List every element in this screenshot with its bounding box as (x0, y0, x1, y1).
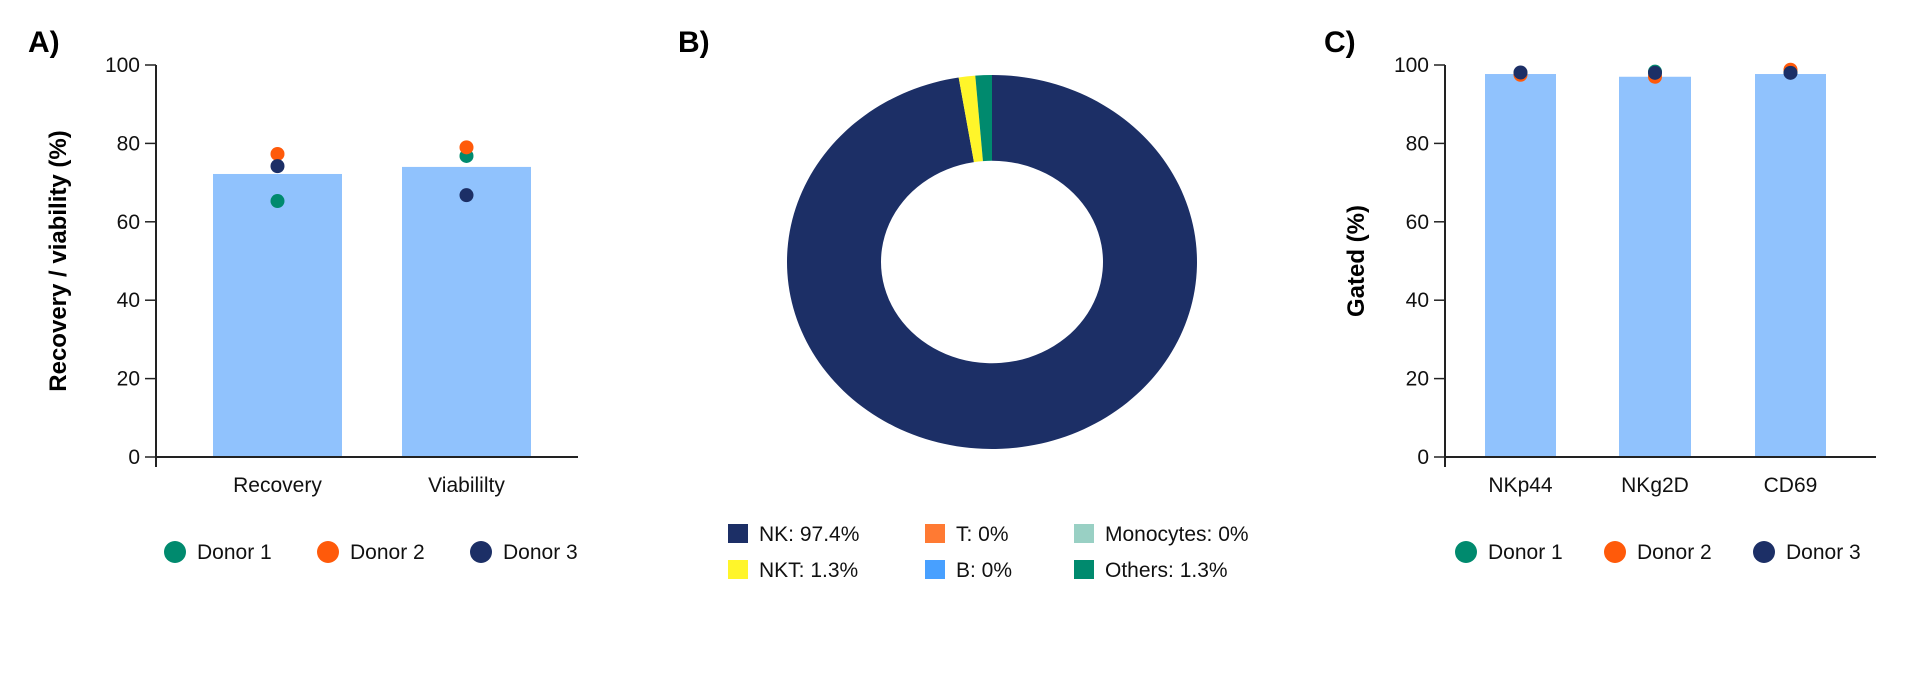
bar-nkg2d (1619, 76, 1691, 457)
y-tick-label: 100 (1394, 54, 1429, 77)
chart-panel-b: B) NK: 97.4% T: 0% Monocytes: 0% NKT: 1.3% B:… (678, 26, 1249, 582)
panel-label: A) (28, 26, 60, 59)
legend-swatch-icon (925, 560, 945, 579)
y-axis-title: Recovery / viability (%) (45, 130, 72, 391)
legend-label: NK: 97.4% (759, 523, 859, 546)
y-tick-label: 0 (128, 446, 140, 469)
legend-marker-icon (317, 541, 339, 563)
data-point-donor-3 (1648, 65, 1662, 80)
data-point-donor-3 (1783, 65, 1798, 80)
bar-viabililty (402, 166, 531, 458)
legend-label: NKT: 1.3% (759, 559, 858, 582)
data-point-donor-1 (270, 194, 285, 209)
data-point-donor-3 (1513, 65, 1528, 80)
legend-marker-icon (1455, 541, 1477, 563)
y-tick-label: 20 (1406, 368, 1429, 391)
legend-marker-icon (1604, 541, 1626, 563)
legend-swatch-icon (728, 524, 748, 543)
x-tick-label: Viabililty (428, 474, 505, 497)
y-tick-label: 20 (117, 368, 140, 391)
y-tick-label: 0 (1417, 446, 1429, 469)
panel-label: C) (1324, 26, 1356, 59)
data-point-donor-2 (459, 140, 474, 155)
legend-label: Donor 1 (197, 541, 272, 564)
x-tick-label: Recovery (233, 474, 322, 497)
y-tick-label: 60 (117, 211, 140, 234)
y-tick-label: 80 (117, 132, 140, 155)
legend-marker-icon (1753, 541, 1775, 563)
data-point-donor-3 (270, 159, 285, 174)
legend-label: Donor 2 (1637, 541, 1712, 564)
chart-panel-a: A) 0 20 40 60 80 100 Recovery Viabililty Recovery… (28, 26, 578, 564)
data-point-donor-3 (459, 188, 474, 203)
y-tick-label: 60 (1406, 211, 1429, 234)
data-point-donor-2 (270, 146, 285, 161)
y-tick-label: 80 (1406, 132, 1429, 155)
legend-label: Donor 3 (503, 541, 578, 564)
legend-marker-icon (470, 541, 492, 563)
legend-marker-icon (164, 541, 186, 563)
legend-swatch-icon (1074, 524, 1094, 543)
legend-swatch-icon (1074, 560, 1094, 579)
legend-swatch-icon (728, 560, 748, 579)
legend-label: Donor 3 (1786, 541, 1861, 564)
x-tick-label: NKp44 (1488, 474, 1553, 497)
legend-label: B: 0% (956, 559, 1012, 582)
y-tick-label: 40 (117, 289, 140, 312)
legend-label: Monocytes: 0% (1105, 523, 1249, 546)
chart-panel-c: C) 0 20 40 60 80 100 NKp44 NKg2D CD69 Gated (%) Don… (1324, 26, 1876, 564)
legend-swatch-icon (925, 524, 945, 543)
x-tick-label: NKg2D (1621, 474, 1689, 497)
bar-recovery (213, 173, 342, 457)
panel-label: B) (678, 26, 710, 59)
x-tick-label: CD69 (1764, 474, 1818, 497)
y-tick-label: 100 (105, 54, 140, 77)
legend-label: T: 0% (956, 523, 1009, 546)
donut-slice-nk (787, 74, 1197, 450)
y-tick-label: 40 (1406, 289, 1429, 312)
legend-label: Donor 2 (350, 541, 425, 564)
bar-nkp44 (1485, 74, 1556, 458)
bar-cd69 (1755, 74, 1826, 458)
donut-slice-others (975, 74, 992, 162)
legend-label: Donor 1 (1488, 541, 1563, 564)
legend-label: Others: 1.3% (1105, 559, 1228, 582)
donut-slice-nkt (958, 75, 983, 163)
donut (787, 74, 1197, 450)
y-axis-title: Gated (%) (1343, 205, 1370, 317)
